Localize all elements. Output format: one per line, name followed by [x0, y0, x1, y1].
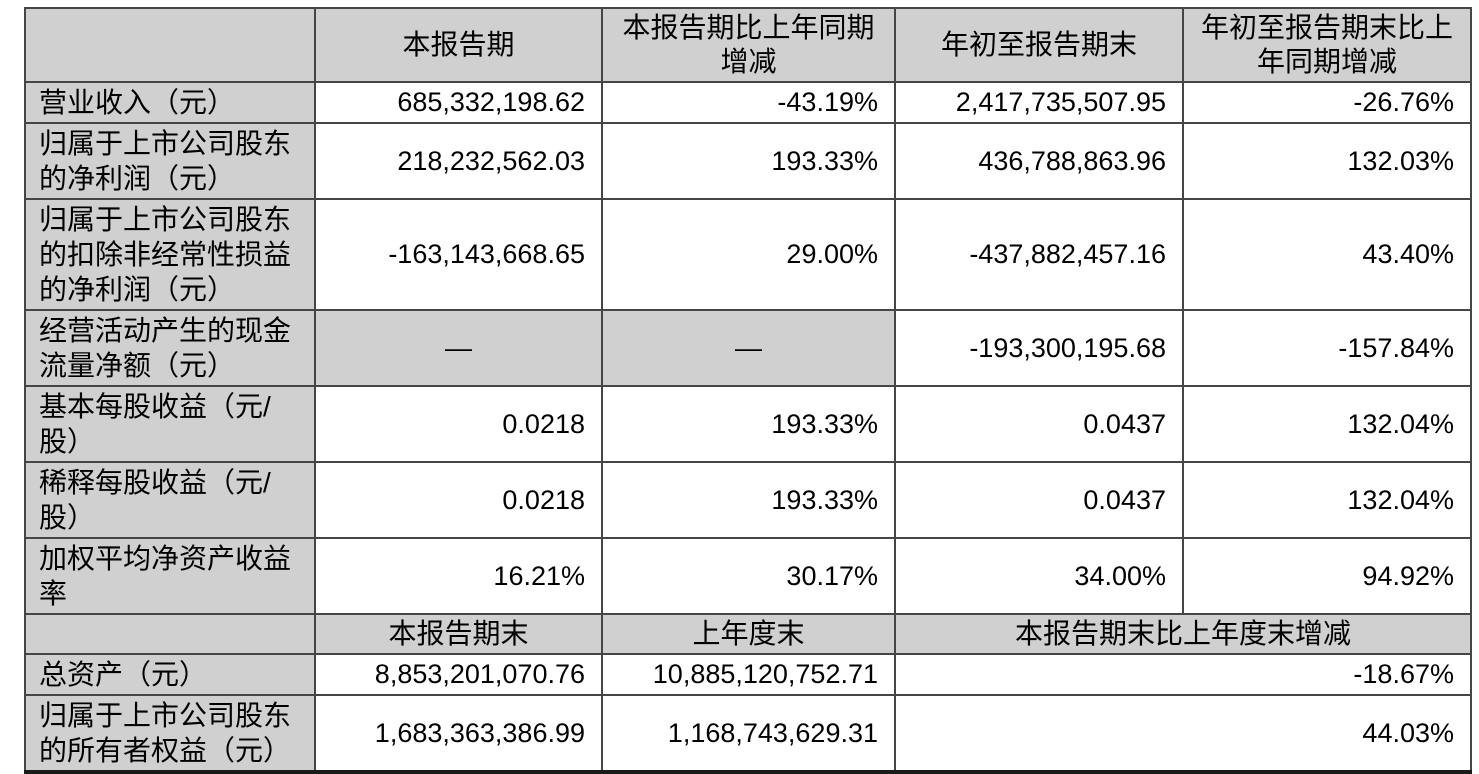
value-cell: -18.67% [894, 653, 1472, 696]
table-row-operating-cash-flow: 经营活动产生的现金 流量净额（元） — — -193,300,195.68 -1… [24, 309, 1472, 387]
corner-cell [24, 7, 316, 83]
header-end-of-period: 本报告期末 [314, 613, 603, 655]
value-cell: 0.0437 [894, 461, 1184, 539]
value-cell: -43.19% [601, 81, 896, 124]
value-cell: 436,788,863.96 [894, 122, 1184, 200]
value-cell: 94.92% [1182, 537, 1472, 615]
value-cell: 0.0218 [314, 461, 603, 539]
table-row-revenue: 营业收入（元） 685,332,198.62 -43.19% 2,417,735… [24, 81, 1472, 124]
value-cell: -437,882,457.16 [894, 198, 1184, 311]
header-ytd: 年初至报告期末 [894, 7, 1184, 83]
value-cell: 16.21% [314, 537, 603, 615]
financial-summary-table: 本报告期 本报告期比上年同期 增减 年初至报告期末 年初至报告期末比上 年同期增… [24, 7, 1472, 774]
header-end-of-prior-year: 上年度末 [601, 613, 896, 655]
table-row-diluted-eps: 稀释每股收益（元/ 股） 0.0218 193.33% 0.0437 132.0… [24, 461, 1472, 539]
value-cell: 30.17% [601, 537, 896, 615]
row-label-cell: 稀释每股收益（元/ 股） [24, 461, 316, 539]
value-cell: -163,143,668.65 [314, 198, 603, 311]
table-row-equity-attributable: 归属于上市公司股东 的所有者权益（元） 1,683,363,386.99 1,1… [24, 694, 1472, 774]
table-row-net-profit: 归属于上市公司股东 的净利润（元） 218,232,562.03 193.33%… [24, 122, 1472, 200]
value-cell: 1,168,743,629.31 [601, 694, 896, 774]
value-cell: 0.0437 [894, 385, 1184, 463]
table-row-total-assets: 总资产（元） 8,853,201,070.76 10,885,120,752.7… [24, 653, 1472, 696]
table-row-net-profit-excl-nonrecurring: 归属于上市公司股东 的扣除非经常性损益 的净利润（元） -163,143,668… [24, 198, 1472, 311]
row-label-cell: 经营活动产生的现金 流量净额（元） [24, 309, 316, 387]
row-label-cell: 营业收入（元） [24, 81, 316, 124]
table-row-weighted-avg-roe: 加权平均净资产收益 率 16.21% 30.17% 34.00% 94.92% [24, 537, 1472, 615]
header-row-1: 本报告期 本报告期比上年同期 增减 年初至报告期末 年初至报告期末比上 年同期增… [24, 7, 1472, 83]
row-label-cell: 加权平均净资产收益 率 [24, 537, 316, 615]
value-cell: 132.03% [1182, 122, 1472, 200]
value-cell: 0.0218 [314, 385, 603, 463]
row-label-cell: 归属于上市公司股东 的净利润（元） [24, 122, 316, 200]
header-period-end-vs-prior-year-change: 本报告期末比上年度末增减 [894, 613, 1472, 655]
corner-cell [24, 613, 316, 655]
value-cell: 29.00% [601, 198, 896, 311]
value-cell: 10,885,120,752.71 [601, 653, 896, 696]
row-label-cell: 基本每股收益（元/ 股） [24, 385, 316, 463]
row-label-cell: 总资产（元） [24, 653, 316, 696]
empty-dash-cell: — [314, 309, 603, 387]
header-ytd-yoy-change: 年初至报告期末比上 年同期增减 [1182, 7, 1472, 83]
header-row-2: 本报告期末 上年度末 本报告期末比上年度末增减 [24, 613, 1472, 655]
value-cell: 193.33% [601, 122, 896, 200]
value-cell: -26.76% [1182, 81, 1472, 124]
value-cell: -193,300,195.68 [894, 309, 1184, 387]
row-label-cell: 归属于上市公司股东 的所有者权益（元） [24, 694, 316, 774]
value-cell: 193.33% [601, 385, 896, 463]
value-cell: 44.03% [894, 694, 1472, 774]
value-cell: 132.04% [1182, 385, 1472, 463]
value-cell: 193.33% [601, 461, 896, 539]
value-cell: 218,232,562.03 [314, 122, 603, 200]
row-label-cell: 归属于上市公司股东 的扣除非经常性损益 的净利润（元） [24, 198, 316, 311]
value-cell: 43.40% [1182, 198, 1472, 311]
value-cell: 132.04% [1182, 461, 1472, 539]
value-cell: 685,332,198.62 [314, 81, 603, 124]
value-cell: 2,417,735,507.95 [894, 81, 1184, 124]
table-row-basic-eps: 基本每股收益（元/ 股） 0.0218 193.33% 0.0437 132.0… [24, 385, 1472, 463]
value-cell: 34.00% [894, 537, 1184, 615]
header-current-period-yoy-change: 本报告期比上年同期 增减 [601, 7, 896, 83]
header-current-period: 本报告期 [314, 7, 603, 83]
value-cell: 8,853,201,070.76 [314, 653, 603, 696]
empty-dash-cell: — [601, 309, 896, 387]
value-cell: -157.84% [1182, 309, 1472, 387]
value-cell: 1,683,363,386.99 [314, 694, 603, 774]
